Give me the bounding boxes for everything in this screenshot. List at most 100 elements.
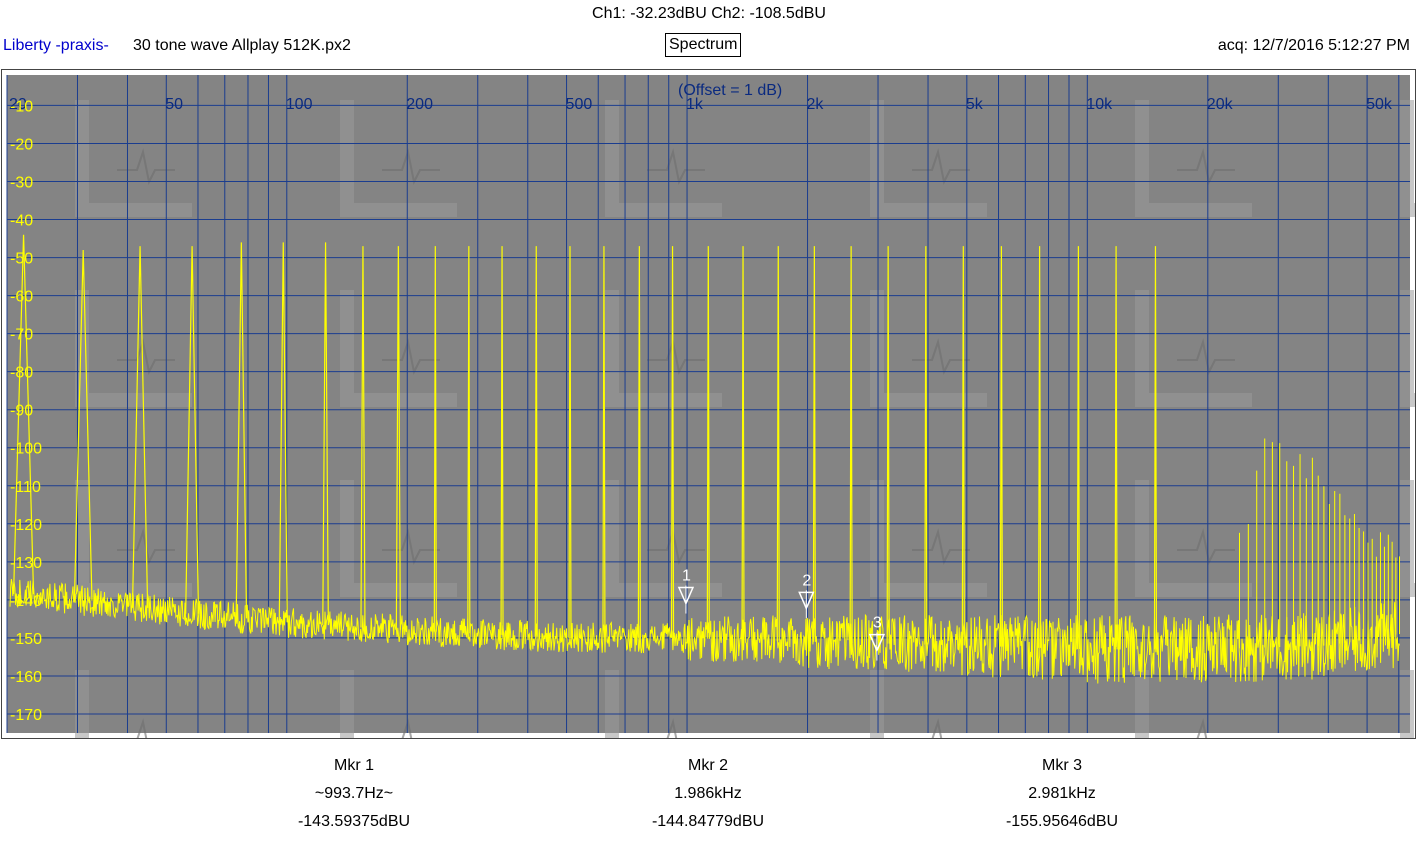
tone-peak	[849, 246, 853, 643]
tone-peak	[670, 246, 675, 638]
watermark-tile	[605, 100, 722, 217]
watermark-tile	[340, 670, 354, 738]
y-tick-label: -110	[10, 479, 41, 496]
y-tick-label: -160	[10, 669, 42, 686]
watermark-tile-pulse	[912, 528, 970, 566]
watermark-tile-pulse	[136, 718, 148, 738]
tone-peak	[322, 242, 329, 626]
y-tick-label: -50	[10, 251, 33, 268]
watermark-tile-pulse	[117, 148, 175, 186]
watermark-tile	[870, 290, 987, 407]
watermark-logo-tiles	[75, 100, 1415, 738]
tone-peak	[1076, 246, 1080, 650]
tone-peak	[924, 246, 928, 645]
tone-peak	[741, 246, 745, 640]
tone-peak	[500, 246, 504, 635]
watermark-tile-pulse	[1177, 338, 1235, 376]
app-name: Liberty -praxis-	[3, 37, 109, 54]
watermark-tile	[75, 290, 192, 407]
watermark-tile-pulse	[912, 148, 970, 186]
file-name: 30 tone wave Allplay 512K.px2	[133, 37, 351, 54]
marker-1-frequency: ~993.7Hz~	[314, 785, 394, 802]
tone-peak	[637, 246, 641, 638]
watermark-tile	[1400, 290, 1415, 407]
channel-readout: Ch1: -32.23dBU Ch2: -108.5dBU	[592, 5, 826, 22]
marker-2-title: Mkr 2	[688, 757, 728, 774]
x-tick-label: 20k	[1207, 96, 1234, 113]
watermark-tile-pulse	[647, 338, 705, 376]
tone-peak	[999, 246, 1003, 647]
watermark-tile	[1400, 670, 1414, 738]
marker-number: 3	[873, 615, 882, 632]
y-tick-label: -170	[10, 707, 42, 724]
watermark-tile	[1135, 290, 1252, 407]
y-tick-label: -40	[10, 213, 33, 230]
marker-triangle[interactable]	[798, 591, 815, 611]
marker-3-level: -155.95646dBU	[1005, 813, 1119, 830]
marker-1-readout: Mkr 1 ~993.7Hz~ -143.59375dBU	[234, 752, 474, 836]
watermark-tile	[1400, 480, 1415, 597]
marker-triangle[interactable]	[677, 586, 695, 606]
tone-peak	[73, 249, 93, 601]
tone-peak	[886, 246, 890, 644]
y-tick-label: -60	[10, 289, 33, 306]
watermark-tile	[1400, 100, 1415, 217]
y-tick-label: -10	[10, 98, 33, 115]
watermark-tile	[340, 480, 457, 597]
y-tick-label: -80	[10, 365, 33, 382]
x-tick-label: 50k	[1366, 96, 1393, 113]
spectrum-plot-frame: 1 2 3 20 50 100 200 500 1k 2k 5k 10k 20k 50k -10 -20 -3…	[1, 69, 1416, 739]
marker-3-readout: Mkr 3 2.981kHz -155.95646dBU	[942, 752, 1182, 836]
x-tick-label: 1k	[686, 96, 704, 113]
tone-peak	[602, 246, 606, 638]
watermark-tile	[605, 670, 619, 738]
tone-peak	[395, 246, 401, 630]
marker-2-level: -144.84779dBU	[651, 813, 765, 830]
watermark-tile	[1135, 100, 1252, 217]
watermark-tile-pulse	[912, 338, 970, 376]
tone-peak	[568, 246, 572, 638]
tone-peak	[12, 234, 35, 595]
spectrum-trace	[9, 234, 1401, 684]
tone-peak	[1153, 246, 1158, 650]
marker-2-frequency: 1.986kHz	[674, 785, 742, 802]
acquisition-timestamp: acq: 12/7/2016 5:12:27 PM	[1217, 37, 1410, 54]
x-tick-label: 5k	[966, 96, 984, 113]
watermark-tile	[870, 480, 987, 597]
tone-peak	[1114, 246, 1118, 650]
watermark-tile	[75, 670, 89, 738]
watermark-tile-pulse	[931, 718, 943, 738]
x-tick-label: 200	[406, 96, 433, 113]
tone-peak	[235, 242, 248, 619]
tone-peak	[467, 246, 471, 634]
tone-peak	[131, 246, 149, 608]
watermark-tile	[870, 670, 884, 738]
marker-number: 2	[802, 572, 811, 589]
marker-3-frequency: 2.981kHz	[1028, 785, 1096, 802]
marker-1-level: -143.59375dBU	[297, 813, 411, 830]
spectrum-view-button[interactable]: Spectrum	[665, 33, 742, 57]
watermark-tile-pulse	[666, 718, 678, 738]
watermark-tile-pulse	[117, 338, 175, 376]
watermark-tile	[340, 290, 457, 407]
tone-peak	[776, 246, 780, 641]
offset-annotation: (Offset = 1 dB)	[678, 82, 782, 99]
tone-peak	[1038, 246, 1042, 648]
watermark-tile	[870, 100, 987, 217]
watermark-tile	[1135, 480, 1252, 597]
x-tick-label: 50	[165, 96, 183, 113]
watermark-tile-pulse	[647, 528, 705, 566]
y-tick-label: -20	[10, 136, 33, 153]
watermark-tile	[605, 480, 722, 597]
x-tick-label: 20	[9, 96, 27, 113]
spectrum-plot[interactable]: 1 2 3 20 50 100 200 500 1k 2k 5k 10k 20k 50k -10 -20 -3…	[2, 70, 1415, 738]
x-tick-label: 500	[566, 96, 593, 113]
tone-peak	[961, 246, 965, 646]
x-tick-label: 100	[286, 96, 313, 113]
tone-peak	[185, 246, 200, 614]
y-tick-label: -130	[10, 555, 42, 572]
watermark-tile-pulse	[382, 528, 440, 566]
watermark-tile-pulse	[647, 148, 705, 186]
marker-triangle[interactable]	[868, 633, 886, 653]
y-tick-label: -100	[10, 441, 42, 458]
